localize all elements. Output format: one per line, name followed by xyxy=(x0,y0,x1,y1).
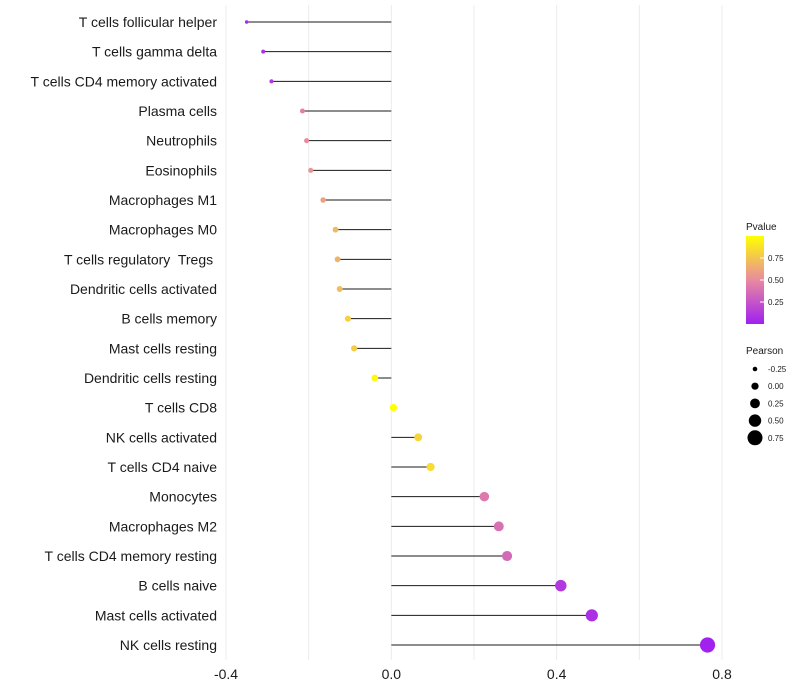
size-legend-title: Pearson xyxy=(746,346,783,357)
x-tick-label: 0.8 xyxy=(712,666,732,682)
y-axis-label: NK cells resting xyxy=(120,637,217,653)
lollipop-point xyxy=(414,433,423,442)
size-legend-dot xyxy=(747,430,763,446)
y-axis-label: T cells CD4 memory resting xyxy=(45,548,217,564)
y-axis-label: Eosinophils xyxy=(145,162,217,178)
x-tick-label: 0.4 xyxy=(547,666,567,682)
lollipop-point xyxy=(493,521,504,532)
legend: Pvalue 0.75 0.50 0.25 Pearson -0.25 0.00 0.2… xyxy=(746,222,787,446)
y-axis-label: T cells CD8 xyxy=(145,400,217,416)
color-legend-tick-label: 0.25 xyxy=(768,298,784,307)
lollipop-point xyxy=(269,79,274,84)
lollipop-point xyxy=(479,491,490,502)
lollipop-point xyxy=(332,226,339,233)
x-tick-label: 0.0 xyxy=(382,666,402,682)
y-axis-label: T cells gamma delta xyxy=(92,44,217,60)
y-axis-label: Dendritic cells resting xyxy=(84,370,217,386)
size-legend-dot xyxy=(750,398,760,409)
color-legend-title: Pvalue xyxy=(746,222,777,233)
size-legend-keys: -0.25 0.00 0.25 0.50 0.75 xyxy=(747,365,787,446)
size-legend-label: -0.25 xyxy=(768,365,787,374)
y-axis-label: Dendritic cells activated xyxy=(70,281,217,297)
y-axis-label: Neutrophils xyxy=(146,133,217,149)
lollipop-point xyxy=(426,462,435,472)
size-legend-dot xyxy=(752,366,758,372)
lollipop-point xyxy=(308,167,314,173)
y-axis-labels: T cells follicular helper T cells gamma d… xyxy=(31,14,218,653)
size-legend-label: 0.75 xyxy=(768,434,784,443)
color-legend-tick-label: 0.50 xyxy=(768,276,784,285)
lollipop-point xyxy=(502,550,513,562)
lollipop-point xyxy=(389,404,398,412)
color-legend-tick-label: 0.75 xyxy=(768,254,784,263)
lollipop-point xyxy=(336,286,343,292)
y-axis-label: T cells CD4 naive xyxy=(108,459,218,475)
y-axis-label: Monocytes xyxy=(149,489,217,505)
y-axis-label: T cells regulatory Tregs xyxy=(64,251,217,267)
lollipop-point xyxy=(351,345,358,352)
stem-layer xyxy=(246,21,708,646)
y-axis-label: Macrophages M2 xyxy=(109,518,217,534)
lollipop-point xyxy=(344,315,351,322)
size-legend-label: 0.50 xyxy=(768,417,784,426)
size-legend-label: 0.25 xyxy=(768,399,784,408)
lollipop-point xyxy=(555,579,567,592)
y-axis-label: Plasma cells xyxy=(138,103,217,119)
lollipop-point xyxy=(585,609,598,622)
lollipop-point xyxy=(699,637,716,653)
lollipop-point xyxy=(371,374,379,382)
size-legend-dot xyxy=(748,414,762,427)
y-axis-label: Mast cells resting xyxy=(109,340,217,356)
size-legend-dot xyxy=(751,382,759,390)
y-axis-label: B cells memory xyxy=(121,311,217,327)
lollipop-point xyxy=(320,197,326,203)
y-axis-label: Mast cells activated xyxy=(95,607,217,623)
color-legend-ticks: 0.75 0.50 0.25 xyxy=(760,254,784,307)
lollipop-point xyxy=(244,20,249,24)
y-axis-label: T cells follicular helper xyxy=(79,14,218,30)
lollipop-point xyxy=(261,49,266,54)
dot-layer xyxy=(244,20,716,653)
grid-layer xyxy=(225,5,723,660)
x-axis-ticks: -0.4 0.0 0.4 0.8 xyxy=(214,666,732,682)
size-legend-label: 0.00 xyxy=(768,382,784,391)
lollipop-point xyxy=(304,138,310,144)
y-axis-label: Macrophages M1 xyxy=(109,192,217,208)
y-axis-label: B cells naive xyxy=(138,578,217,594)
y-axis-label: Macrophages M0 xyxy=(109,222,217,238)
y-axis-label: T cells CD4 memory activated xyxy=(31,73,217,89)
x-tick-label: -0.4 xyxy=(214,666,238,682)
lollipop-point xyxy=(334,256,341,263)
color-legend-bar xyxy=(746,236,764,324)
lollipop-point xyxy=(299,108,305,114)
y-axis-label: NK cells activated xyxy=(106,429,217,445)
